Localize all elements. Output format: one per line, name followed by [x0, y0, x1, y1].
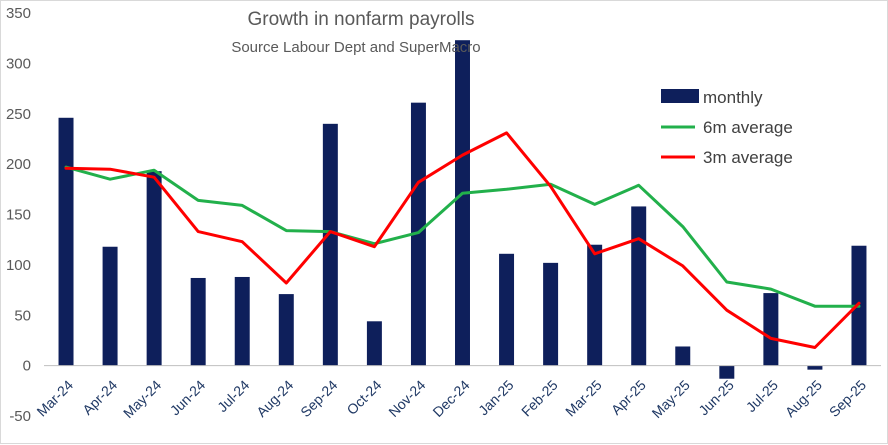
y-tick-label: 150	[6, 207, 31, 224]
y-tick-label: 300	[6, 55, 31, 72]
bar-monthly	[543, 262, 559, 366]
legend-swatch-bar	[661, 89, 699, 103]
bar-monthly	[278, 294, 294, 366]
bar-monthly	[631, 206, 647, 366]
y-tick-label: 100	[6, 257, 31, 274]
bar-monthly	[146, 171, 162, 366]
bar-monthly	[322, 123, 338, 366]
x-tick-label: Jul-24	[214, 377, 252, 415]
x-tick-label: Dec-24	[429, 377, 472, 420]
x-tick-label: Jun-25	[695, 377, 737, 419]
x-tick-label: Apr-25	[608, 377, 649, 418]
x-tick-label: May-25	[649, 377, 693, 421]
bar-monthly	[410, 102, 426, 366]
y-tick-label: 250	[6, 106, 31, 123]
x-tick-label: Nov-24	[385, 377, 428, 420]
x-tick-label: Feb-25	[518, 377, 561, 420]
x-tick-label: Sep-25	[826, 377, 869, 420]
chart-title: Growth in nonfarm payrolls	[247, 9, 474, 30]
bar-monthly	[102, 246, 118, 366]
bar-monthly	[719, 365, 735, 379]
x-tick-label: Jul-25	[743, 377, 781, 415]
legend-label: 3m average	[703, 148, 793, 167]
bar-monthly	[190, 277, 206, 366]
bar-monthly	[234, 276, 250, 366]
legend: monthly 6m average 3m average	[661, 88, 793, 167]
bar-monthly	[587, 244, 603, 366]
legend-label: 6m average	[703, 118, 793, 137]
bar-monthly	[807, 365, 823, 370]
y-tick-label: 200	[6, 156, 31, 173]
x-tick-label: Mar-24	[33, 377, 76, 420]
y-tick-label: 350	[6, 5, 31, 22]
bar-monthly	[58, 117, 74, 366]
bar-monthly	[366, 321, 382, 366]
line-6m-average	[64, 165, 861, 308]
x-tick-label: Mar-25	[562, 377, 605, 420]
bar-monthly	[763, 293, 779, 366]
x-tick-label: Sep-24	[297, 377, 340, 420]
x-tick-label: Aug-24	[253, 377, 296, 420]
x-tick-label: Oct-24	[343, 377, 384, 418]
x-tick-label: May-24	[120, 377, 164, 421]
y-tick-label: -50	[9, 408, 31, 425]
chart-subtitle: Source Labour Dept and SuperMacro	[231, 39, 480, 56]
bar-monthly	[499, 253, 515, 366]
x-tick-label: Jan-25	[475, 377, 517, 419]
bar-monthly	[455, 40, 470, 366]
y-tick-label: 0	[23, 358, 31, 375]
y-tick-label: 50	[14, 307, 31, 324]
x-tick-label: Apr-24	[79, 377, 120, 418]
x-tick-label: Aug-25	[782, 377, 825, 420]
x-tick-label: Jun-24	[167, 377, 209, 419]
bar-monthly	[675, 346, 691, 366]
legend-label: monthly	[703, 88, 763, 107]
line-3m-average	[64, 131, 861, 349]
